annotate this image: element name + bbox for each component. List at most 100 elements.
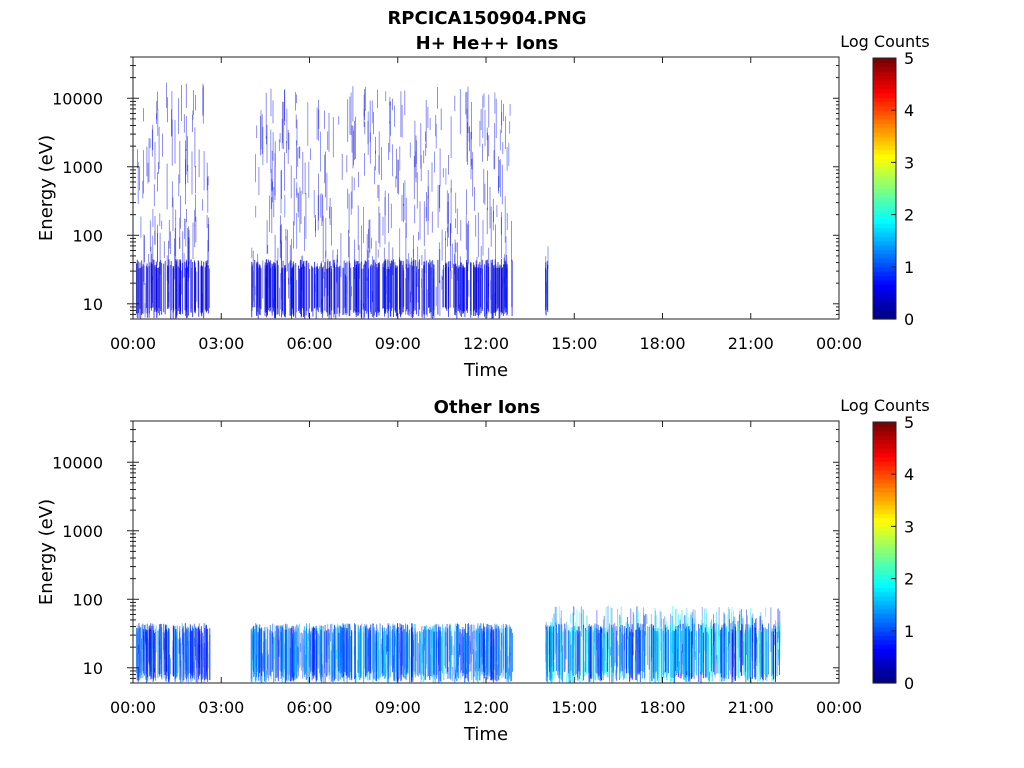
spectrogram-stroke (694, 618, 696, 658)
spectrogram-stroke (328, 112, 330, 152)
spectrogram-stroke (501, 211, 502, 258)
colorbar-segment (873, 158, 896, 163)
spectrogram-stroke (451, 243, 453, 268)
spectrogram-stroke (152, 259, 154, 308)
spectrogram-stroke (568, 630, 570, 674)
colorbar-frame (872, 57, 897, 320)
spectrogram-stroke (506, 268, 508, 316)
spectrogram-stroke (415, 633, 417, 662)
spectrogram-stroke (413, 235, 414, 263)
spectrogram-stroke (256, 625, 257, 677)
spectrogram-stroke (425, 143, 427, 156)
spectrogram-stroke (159, 232, 161, 275)
colorbar-tick-label: 2 (904, 570, 914, 589)
spectrogram-stroke (603, 625, 604, 680)
spectrogram-stroke (260, 116, 261, 156)
spectrogram-stroke (274, 268, 276, 315)
y-axis-label: Energy (eV) (36, 499, 57, 605)
spectrogram-stroke (185, 268, 187, 316)
spectrogram-stroke (305, 623, 307, 672)
spectrogram-stroke (438, 242, 440, 283)
spectrogram-stroke (140, 216, 142, 238)
spectrogram-stroke (411, 627, 412, 681)
x-tick-label: 09:00 (375, 334, 421, 353)
spectrogram-stroke (351, 286, 352, 297)
spectrogram-stroke (582, 608, 584, 633)
spectrogram-stroke (722, 624, 724, 679)
spectrogram-stroke (761, 631, 762, 678)
spectrogram-stroke (494, 123, 496, 169)
spectrogram-stroke (158, 628, 160, 674)
spectrogram-stroke (491, 627, 493, 680)
spectrogram-stroke (312, 627, 314, 679)
spectrogram-stroke (573, 606, 575, 616)
spectrogram-stroke (175, 209, 177, 219)
spectrogram-stroke (626, 627, 628, 673)
spectrogram-stroke (480, 655, 481, 676)
spectrogram-stroke (547, 264, 549, 312)
spectrogram-stroke (474, 268, 476, 316)
spectrogram-stroke (499, 129, 501, 151)
spectrogram-stroke (765, 607, 767, 617)
spectrogram-stroke (197, 627, 199, 677)
spectrogram-stroke (277, 260, 279, 309)
spectrogram-stroke (296, 182, 298, 196)
spectrogram-stroke (653, 630, 655, 679)
spectrogram-stroke (304, 162, 306, 194)
spectrogram-stroke (448, 193, 449, 238)
spectrogram-stroke (552, 632, 554, 673)
colorbar-segment (873, 504, 896, 510)
spectrogram-stroke (580, 606, 582, 637)
spectrogram-stroke (376, 624, 378, 678)
spectrogram-stroke (185, 218, 187, 247)
colorbar-segment (873, 491, 896, 497)
spectrogram-stroke (288, 263, 289, 285)
spectrogram-stroke (493, 265, 495, 313)
spectrogram-stroke (485, 260, 487, 316)
spectrogram-stroke (445, 168, 447, 185)
spectrogram-stroke (296, 140, 297, 179)
spectrogram-stroke (198, 149, 200, 178)
spectrogram-stroke (506, 213, 508, 230)
spectrogram-stroke (348, 623, 350, 678)
spectrogram-stroke (195, 165, 196, 194)
colorbar-segment (873, 648, 896, 654)
spectrogram-stroke (160, 260, 162, 311)
spectrogram-stroke (419, 259, 420, 310)
spectrogram-stroke (185, 83, 187, 109)
spectrogram-stroke (195, 627, 196, 661)
colorbar-segment (873, 236, 896, 242)
spectrogram-stroke (251, 261, 253, 318)
spectrogram-stroke (151, 264, 153, 308)
x-tick-label: 00:00 (110, 334, 156, 353)
spectrogram-stroke (486, 265, 488, 314)
spectrogram-stroke (386, 636, 388, 682)
spectrogram-stroke (492, 259, 493, 319)
spectrogram-stroke (385, 91, 387, 102)
spectrogram-stroke (570, 644, 572, 671)
colorbar-segment (873, 461, 896, 467)
spectrogram-stroke (470, 625, 472, 672)
spectrogram-stroke (178, 267, 180, 314)
spectrogram-stroke (495, 265, 497, 313)
spectrogram-stroke (386, 628, 387, 655)
spectrogram-stroke (448, 267, 449, 309)
spectrogram-stroke (360, 630, 362, 676)
spectrogram-stroke (483, 93, 485, 108)
spectrogram-stroke (259, 265, 261, 316)
spectrogram-stroke (273, 636, 274, 683)
colorbar-segment (873, 258, 896, 264)
spectrogram-stroke (488, 135, 490, 157)
spectrogram-stroke (451, 270, 453, 279)
spectrogram-stroke (402, 631, 404, 666)
spectrogram-stroke (704, 608, 705, 651)
spectrogram-stroke (566, 621, 567, 660)
spectrogram-stroke (336, 259, 338, 314)
spectrogram-stroke (274, 234, 276, 273)
spectrogram-stroke (496, 624, 498, 676)
spectrogram-stroke (413, 259, 415, 309)
spectrogram-stroke (486, 207, 488, 235)
spectrogram-stroke (298, 147, 300, 158)
spectrogram-stroke (167, 97, 168, 123)
colorbar-segment (873, 482, 896, 488)
